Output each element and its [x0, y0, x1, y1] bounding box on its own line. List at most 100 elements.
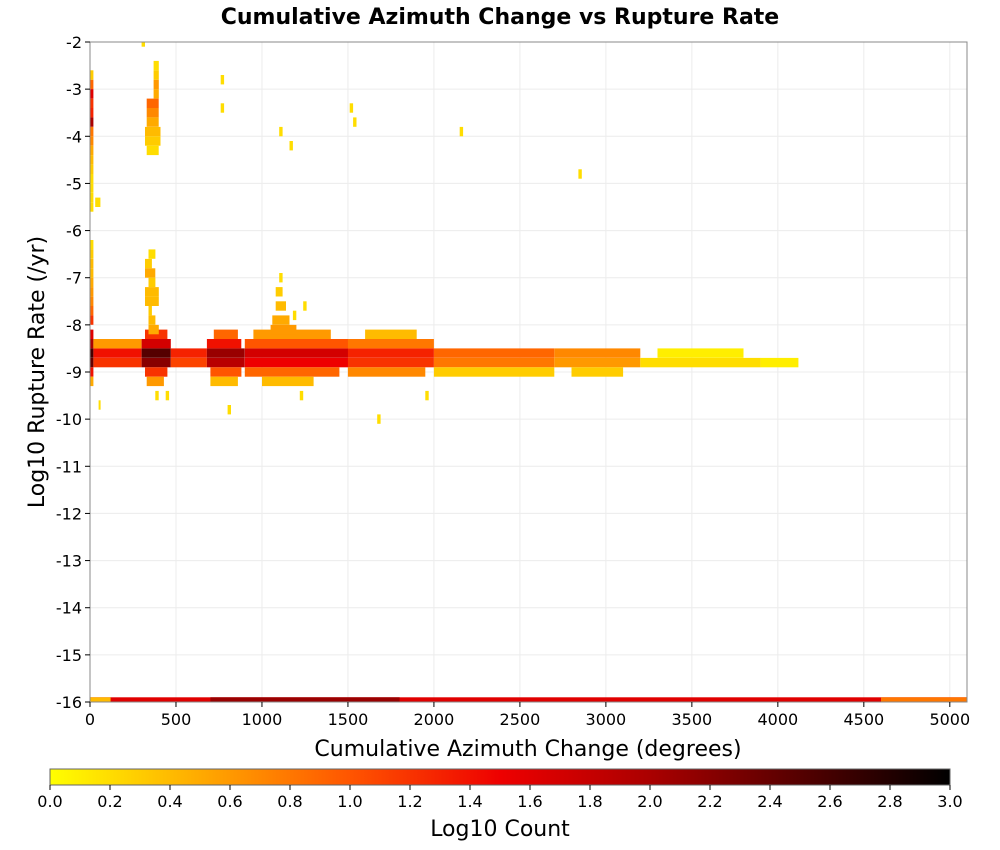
x-tick-label: 1500 — [328, 710, 369, 729]
y-tick-label: -3 — [66, 80, 82, 99]
heatmap-cell — [90, 287, 94, 297]
x-tick-label: 0 — [85, 710, 95, 729]
colorbar-tick-label: 2.6 — [817, 792, 842, 811]
heatmap-cell — [90, 155, 94, 165]
heatmap-cell — [153, 89, 159, 99]
x-tick-label: 2000 — [414, 710, 455, 729]
heatmap-cell — [289, 141, 293, 151]
colorbar-tick-label: 3.0 — [937, 792, 962, 811]
heatmap-cell — [90, 249, 94, 259]
heatmap-cell — [148, 277, 156, 288]
heatmap-cell — [347, 339, 434, 349]
heatmap-cell — [148, 249, 156, 259]
heatmap-cell — [220, 103, 225, 113]
colorbar-label: Log10 Count — [430, 817, 570, 842]
heatmap-cell — [244, 348, 348, 358]
heatmap-cell — [146, 108, 159, 118]
heatmap-cell — [165, 390, 170, 401]
heatmap-cell — [90, 89, 94, 99]
heatmap-cell — [90, 697, 967, 702]
heatmap-cell — [244, 357, 348, 368]
heatmap-cell — [220, 75, 225, 85]
heatmap-cell — [292, 310, 297, 321]
y-tick-label: -5 — [66, 174, 82, 193]
y-tick-label: -8 — [66, 316, 82, 335]
heatmap-cell — [90, 98, 94, 108]
y-axis: -2 -3 -4 -5 -6 -7 -8 -9 -10 -11 -12 -13 -14 -15 -16 — [56, 33, 90, 712]
heatmap-cell — [90, 329, 94, 339]
y-tick-label: -10 — [56, 410, 82, 429]
colorbar-tick-label: 2.0 — [637, 792, 662, 811]
heatmap-cell — [272, 315, 290, 325]
heatmap-cell — [145, 287, 159, 297]
y-tick-label: -2 — [66, 33, 82, 52]
heatmap-cell — [148, 315, 156, 325]
heatmap-cell — [303, 301, 307, 311]
heatmap-cell — [459, 126, 464, 137]
heatmap-cell — [433, 357, 555, 368]
heatmap-cell — [347, 367, 426, 377]
heatmap-cell — [90, 117, 94, 127]
y-axis-label: Log10 Rupture Rate (/yr) — [25, 236, 50, 508]
x-axis: 0 500 1000 1500 2000 2500 3000 3500 4000 4500 5000 — [85, 702, 970, 729]
heatmap-cell — [145, 136, 161, 146]
heatmap-cell — [90, 79, 94, 90]
heatmap-cell — [365, 329, 417, 339]
heatmap-cell — [554, 357, 641, 368]
colorbar-tick-label: 2.2 — [697, 792, 722, 811]
x-tick-label: 3500 — [672, 710, 713, 729]
heatmap-cell — [90, 348, 94, 358]
heatmap-cell — [93, 348, 142, 358]
colorbar-tick-label: 1.8 — [577, 792, 602, 811]
y-tick-label: -4 — [66, 127, 82, 146]
heatmap-cell — [90, 145, 94, 156]
y-tick-label: -11 — [56, 457, 82, 476]
colorbar — [49, 768, 951, 786]
heatmap-cell — [153, 60, 159, 71]
heatmap-cell — [98, 400, 101, 410]
colorbar-tick-label: 2.8 — [877, 792, 902, 811]
heatmap-cell — [279, 273, 283, 283]
y-tick-label: -12 — [56, 504, 82, 523]
heatmap-cell — [90, 268, 94, 278]
heatmap-cell — [377, 414, 381, 424]
colorbar-ticks: 0.0 0.2 0.4 0.6 0.8 1.0 1.2 1.4 1.6 1.8 2.0 2.2 2.4 2… — [37, 785, 963, 811]
heatmap-cell — [210, 697, 400, 702]
x-tick-label: 2500 — [500, 710, 541, 729]
heatmap-cell — [90, 296, 94, 306]
heatmap-cell — [244, 339, 348, 349]
heatmap-cell — [146, 376, 164, 387]
colorbar-tick-label: 0.0 — [37, 792, 62, 811]
colorbar-tick-label: 0.6 — [217, 792, 242, 811]
heatmap-cell — [433, 348, 555, 358]
heatmap-cell — [145, 258, 152, 269]
heatmap-cell — [90, 376, 94, 387]
heatmap-cell — [425, 390, 429, 401]
heatmap-cell — [275, 301, 286, 311]
heatmap-cell — [90, 306, 94, 316]
heatmap-cell — [90, 339, 94, 349]
heatmap-cell — [90, 258, 94, 269]
heatmap-cell — [90, 202, 94, 212]
y-tick-label: -7 — [66, 269, 82, 288]
x-axis-label: Cumulative Azimuth Change (degrees) — [314, 737, 741, 762]
y-tick-label: -9 — [66, 363, 82, 382]
colorbar-tick-label: 1.6 — [517, 792, 542, 811]
heatmap-cell — [145, 268, 156, 278]
x-tick-label: 3000 — [586, 710, 627, 729]
heatmap-cell — [95, 197, 101, 207]
heatmap-cell — [155, 390, 159, 401]
heatmap-cell — [349, 103, 354, 113]
colorbar-tick-label: 0.8 — [277, 792, 302, 811]
x-tick-label: 500 — [161, 710, 192, 729]
heatmap-cell — [153, 79, 159, 90]
heatmap-cell — [90, 174, 94, 184]
heatmap-cell — [146, 117, 159, 127]
heatmap-cell — [657, 348, 744, 358]
heatmap-cell — [146, 98, 159, 108]
heatmap-cell — [210, 367, 242, 377]
colorbar-tick-label: 1.0 — [337, 792, 362, 811]
heatmap-cell — [90, 240, 94, 250]
colorbar-tick-label: 0.4 — [157, 792, 182, 811]
